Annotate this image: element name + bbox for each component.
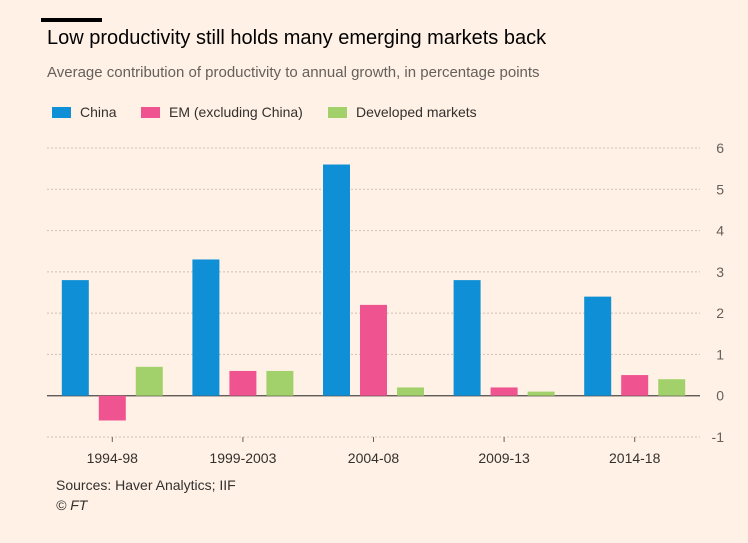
bar-em-excluding-china- bbox=[360, 304, 387, 396]
legend-label-em: EM (excluding China) bbox=[169, 104, 303, 120]
legend-swatch-china bbox=[52, 106, 71, 118]
source-note: Sources: Haver Analytics; IIF bbox=[56, 477, 236, 493]
bar-china bbox=[453, 280, 481, 396]
bar-china bbox=[584, 296, 612, 396]
x-tick-label: 1999-2003 bbox=[209, 450, 276, 466]
bar-developed-markets bbox=[397, 387, 424, 396]
legend-label-china: China bbox=[80, 104, 117, 120]
y-tick-label: 0 bbox=[716, 388, 724, 404]
legend-item-em: EM (excluding China) bbox=[141, 104, 303, 120]
bar-developed-markets bbox=[266, 370, 294, 396]
y-tick-label: 4 bbox=[716, 223, 724, 239]
bar-developed-markets bbox=[527, 391, 555, 396]
chart-subtitle: Average contribution of productivity to … bbox=[47, 64, 540, 81]
y-tick-label: 2 bbox=[716, 305, 724, 321]
bar-china bbox=[192, 259, 220, 396]
y-tick-label: 3 bbox=[716, 264, 724, 280]
y-tick-label: 5 bbox=[716, 181, 724, 197]
y-tick-label: 1 bbox=[716, 346, 724, 362]
ft-top-bar bbox=[41, 18, 102, 22]
chart-title: Low productivity still holds many emergi… bbox=[47, 27, 547, 49]
bar-em-excluding-china- bbox=[621, 375, 649, 396]
y-tick-label: 6 bbox=[716, 140, 724, 156]
legend-item-china: China bbox=[52, 104, 117, 120]
legend-swatch-em bbox=[141, 106, 160, 118]
legend-swatch-developed bbox=[328, 106, 347, 118]
bar-developed-markets bbox=[658, 379, 686, 396]
bar-china bbox=[61, 280, 89, 396]
x-tick-label: 1994-98 bbox=[87, 450, 139, 466]
bar-em-excluding-china- bbox=[490, 387, 518, 396]
legend-label-developed: Developed markets bbox=[356, 104, 477, 120]
bar-em-excluding-china- bbox=[229, 370, 257, 396]
x-tick-label: 2004-08 bbox=[348, 450, 400, 466]
x-tick-label: 2014-18 bbox=[609, 450, 661, 466]
ft-credit: © FT bbox=[56, 497, 88, 513]
bar-em-excluding-china- bbox=[98, 395, 126, 421]
bar-developed-markets bbox=[135, 366, 163, 396]
bar-china bbox=[323, 164, 350, 396]
x-tick-label: 2009-13 bbox=[478, 450, 530, 466]
y-tick-label: -1 bbox=[712, 429, 725, 445]
legend-item-developed: Developed markets bbox=[328, 104, 477, 120]
